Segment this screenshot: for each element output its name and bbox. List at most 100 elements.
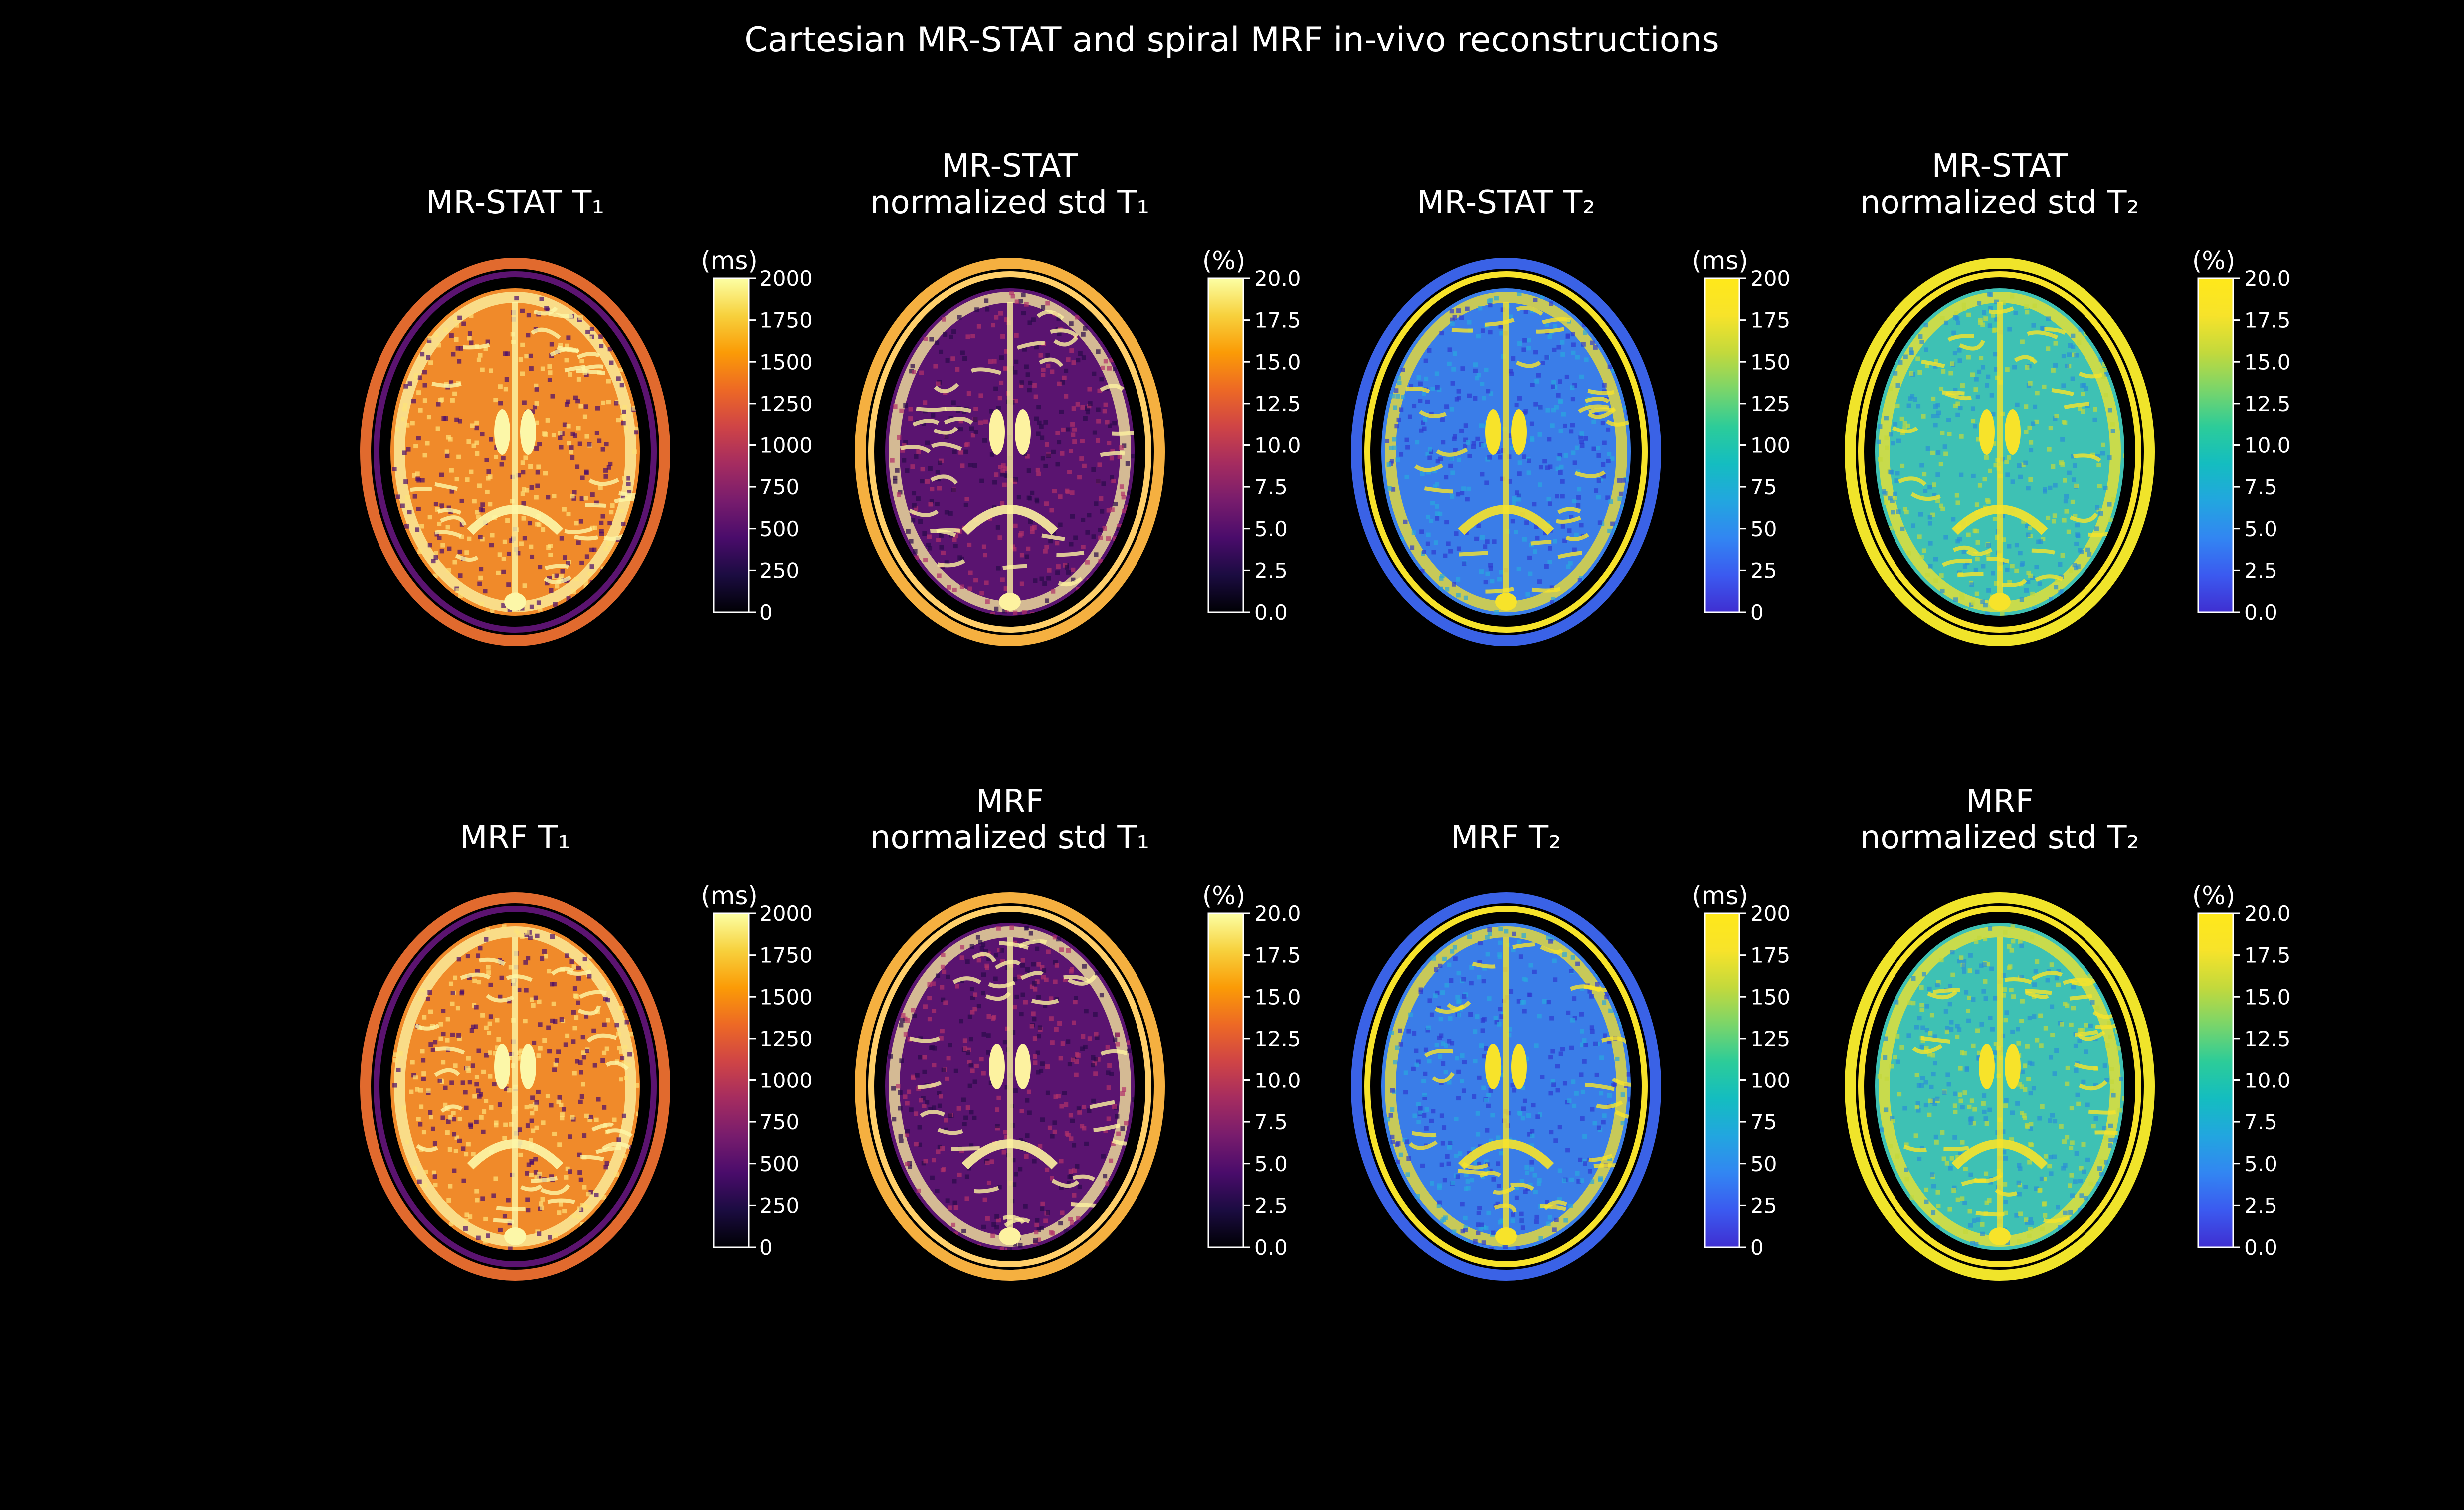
colorbar-tick-label: 7.5 — [1254, 1110, 1288, 1134]
colorbar: (%) 0.0 2.5 5.0 7.5 10.0 12.5 15.0 17.5 20.0 — [2192, 881, 2291, 1260]
colorbar-tick-label: 5.0 — [1254, 517, 1288, 541]
brain-map-image — [360, 892, 670, 1281]
colorbar-tick-label: 7.5 — [1254, 475, 1288, 499]
panel-mrf-t2: MRF T₂ (ms) 0 25 50 75 100 125 150 175 200 — [1351, 819, 1790, 1281]
colorbar: (%) 0.0 2.5 5.0 7.5 10.0 12.5 15.0 17.5 20.0 — [1202, 246, 1301, 625]
colorbar-tick-label: 200 — [1750, 266, 1790, 291]
colorbar-tick-label: 75 — [1750, 1110, 1777, 1134]
brain-texture — [392, 292, 640, 614]
panel-title-line: normalized std T₁ — [870, 819, 1149, 856]
colorbar-tick-label: 100 — [1750, 433, 1790, 458]
scalp-ring — [1858, 906, 2141, 1267]
panel-title-line: MR-STAT — [1932, 148, 2069, 185]
colorbar: (%) 0.0 2.5 5.0 7.5 10.0 12.5 15.0 17.5 20.0 — [2192, 246, 2291, 625]
colorbar-gradient — [2197, 912, 2234, 1248]
panel-title-line: MRF — [976, 783, 1044, 820]
brain-map-image — [1351, 258, 1661, 646]
colorbar-tick-label: 2000 — [759, 901, 813, 926]
colorbar-gradient — [1207, 912, 1244, 1248]
colorbar-tick-label: 1750 — [759, 943, 813, 968]
colorbar-tick-label: 2000 — [759, 266, 813, 291]
panel-mrf-t1: MRF T₁ (ms) 0 250 500 750 1000 1250 1500 1750 2000 — [360, 819, 813, 1281]
colorbar-gradient — [1704, 912, 1740, 1248]
colorbar-tick-label: 1500 — [759, 350, 813, 374]
panel-title-line: MRF T₂ — [1451, 819, 1561, 856]
brain-texture — [888, 925, 1135, 1250]
colorbar-tick-label: 10.0 — [2244, 433, 2291, 458]
colorbar-gradient — [713, 912, 750, 1248]
colorbar-tick-label: 125 — [1750, 392, 1790, 416]
panel-mrstat-t2: MR-STAT T₂ (ms) 0 25 50 75 100 125 150 175 200 — [1351, 184, 1790, 646]
colorbar-tick-label: 10.0 — [1254, 1069, 1301, 1093]
colorbar-gradient — [1704, 277, 1740, 613]
colorbar-gradient — [1207, 277, 1244, 613]
colorbar-tick-label: 20.0 — [1254, 266, 1301, 291]
brain-map-image — [855, 258, 1165, 646]
skull-ring — [855, 892, 1165, 1281]
colorbar-tick-label: 2.5 — [2244, 558, 2277, 583]
colorbar-tick-label: 150 — [1750, 985, 1790, 1009]
colorbar-tick-label: 5.0 — [1254, 1152, 1288, 1176]
colorbar-tick-label: 2.5 — [1254, 558, 1288, 583]
scalp-ring — [1364, 906, 1648, 1267]
colorbar-unit: (ms) — [701, 881, 758, 910]
colorbar-tick-label: 1000 — [759, 433, 813, 458]
colorbar-tick-label: 17.5 — [1254, 308, 1301, 333]
colorbar-unit: (ms) — [1692, 246, 1748, 275]
colorbar-tick-label: 25 — [1750, 1193, 1777, 1218]
colorbar-tick-label: 1250 — [759, 392, 813, 416]
colorbar-tick-label: 5.0 — [2244, 1152, 2277, 1176]
colorbar-tick-label: 5.0 — [2244, 517, 2277, 541]
colorbar-tick-label: 175 — [1750, 308, 1790, 333]
colorbar-tick-label: 0.0 — [2244, 1235, 2277, 1260]
colorbar-tick-label: 7.5 — [2244, 1110, 2277, 1134]
colorbar-tick-label: 0.0 — [1254, 600, 1288, 625]
brain-map-image — [360, 258, 670, 646]
panel-title-line: normalized std T₂ — [1860, 184, 2139, 221]
colorbar-tick-label: 1750 — [759, 308, 813, 333]
colorbar-gradient — [713, 277, 750, 613]
colorbar-tick-label: 10.0 — [1254, 433, 1301, 458]
colorbar-tick-label: 15.0 — [1254, 985, 1301, 1009]
colorbar-unit: (%) — [2192, 881, 2236, 910]
panel-title-line: MR-STAT T₁ — [426, 184, 604, 221]
colorbar-tick-label: 0.0 — [2244, 600, 2277, 625]
brain-map-image — [1351, 892, 1661, 1281]
scalp-ring — [868, 906, 1151, 1267]
colorbar-tick-label: 0 — [759, 600, 773, 625]
skull-ring — [1351, 892, 1661, 1281]
colorbar-tick-label: 1000 — [759, 1069, 813, 1093]
colorbar-tick-label: 0.0 — [1254, 1235, 1288, 1260]
panel-title-line: MR-STAT — [942, 148, 1079, 185]
colorbar-tick-label: 500 — [759, 1152, 799, 1176]
colorbar-tick-label: 0 — [1750, 1235, 1764, 1260]
colorbar-tick-label: 750 — [759, 475, 799, 499]
colorbar-tick-label: 0 — [759, 1235, 773, 1260]
colorbar-tick-label: 15.0 — [2244, 350, 2291, 374]
colorbar-tick-label: 250 — [759, 558, 799, 583]
colorbar-tick-label: 12.5 — [2244, 1027, 2291, 1051]
colorbar-tick-label: 2.5 — [2244, 1193, 2277, 1218]
colorbar-tick-label: 500 — [759, 517, 799, 541]
colorbar-tick-label: 200 — [1750, 901, 1790, 926]
brain-texture — [1385, 926, 1631, 1250]
panel-title-line: MRF T₁ — [460, 819, 570, 856]
colorbar-tick-label: 17.5 — [1254, 943, 1301, 968]
skull-ring — [1845, 258, 2155, 646]
scalp-ring — [374, 906, 657, 1267]
skull-ring — [1351, 258, 1661, 646]
brain-texture — [889, 291, 1135, 616]
colorbar-tick-label: 750 — [759, 1110, 799, 1134]
brain-texture — [392, 924, 640, 1250]
panel-grid: MR-STAT T₁(ms)02505007501000125015001750… — [360, 148, 2291, 1281]
panel-title-line: MRF — [1966, 783, 2034, 820]
colorbar: (ms) 0 250 500 750 1000 1250 1500 1750 2000 — [701, 246, 813, 625]
colorbar-tick-label: 50 — [1750, 1152, 1777, 1176]
skull-ring — [1845, 892, 2155, 1281]
brain-texture — [1877, 924, 2124, 1247]
scalp-ring — [868, 271, 1151, 633]
